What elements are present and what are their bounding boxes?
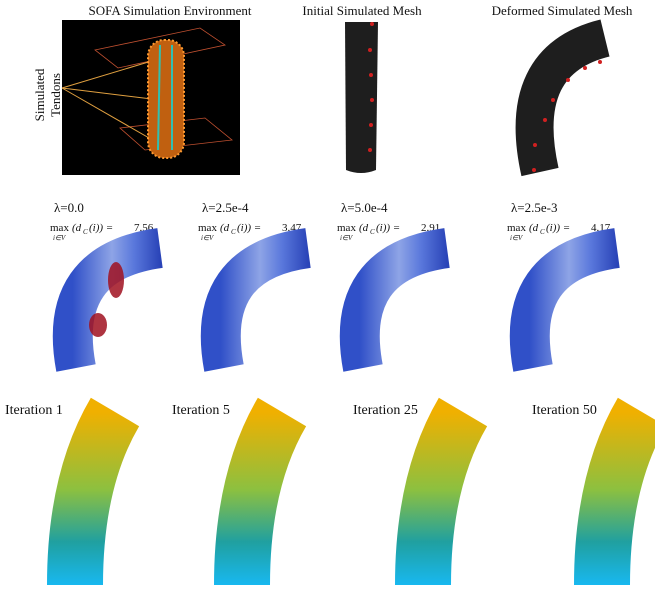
formula-arg: (d: [359, 222, 369, 234]
formula-tail: (i)) =: [237, 222, 261, 234]
panel-title: Deformed Simulated Mesh: [492, 3, 633, 18]
formula-under: i∈V: [510, 234, 523, 242]
formula-arg: (d: [529, 222, 539, 234]
figure: λ=0.0maxi∈V(dC(i)) =7.56λ=2.5e-4maxi∈V(d…: [0, 0, 655, 593]
panel-title: SOFA Simulation Environment: [89, 3, 252, 18]
formula-func: max: [507, 222, 526, 234]
lambda-label: λ=2.5e-4: [202, 200, 249, 215]
mesh-shape: [360, 248, 447, 368]
formula-under: i∈V: [53, 234, 66, 242]
iteration-label: Iteration 1: [5, 403, 63, 418]
mesh-shape: [221, 248, 308, 368]
formula-func: max: [198, 222, 217, 234]
sofa-render: [62, 20, 240, 175]
initial-mesh: [345, 22, 378, 173]
error-region: [89, 313, 107, 337]
mesh-shape: [602, 412, 642, 585]
side-label: Simulated: [32, 68, 47, 121]
formula-sub: C: [83, 228, 88, 236]
lambda-label: λ=5.0e-4: [341, 200, 388, 215]
error-region: [108, 262, 124, 298]
mesh-shape: [75, 412, 115, 585]
panel-title: Initial Simulated Mesh: [302, 3, 422, 18]
formula-under: i∈V: [340, 234, 353, 242]
iteration-row: Iteration 1 Iteration 5 Iteration 25 Iterat…: [5, 403, 642, 585]
formula-func: max: [337, 222, 356, 234]
iteration-label: Iteration 50: [532, 403, 597, 418]
iteration-label: Iteration 5: [172, 403, 230, 418]
formula-func: max: [50, 222, 69, 234]
lambda-label: λ=0.0: [54, 200, 84, 215]
formula-tail: (i)) =: [546, 222, 570, 234]
mesh-shape: [423, 412, 463, 585]
formula-arg: (d: [220, 222, 230, 234]
formula-tail: (i)) =: [89, 222, 113, 234]
mesh-shape: [242, 412, 282, 585]
formula-sub: C: [540, 228, 545, 236]
deformed-mesh: [532, 38, 605, 172]
mesh-shape: [530, 248, 617, 368]
formula-under: i∈V: [201, 234, 214, 242]
lambda-label: λ=2.5e-3: [511, 200, 557, 215]
iteration-label: Iteration 25: [353, 403, 418, 418]
formula-arg: (d: [72, 222, 82, 234]
formula-tail: (i)) =: [376, 222, 400, 234]
side-label: Tendons: [48, 73, 63, 117]
formula-sub: C: [370, 228, 375, 236]
formula-sub: C: [231, 228, 236, 236]
